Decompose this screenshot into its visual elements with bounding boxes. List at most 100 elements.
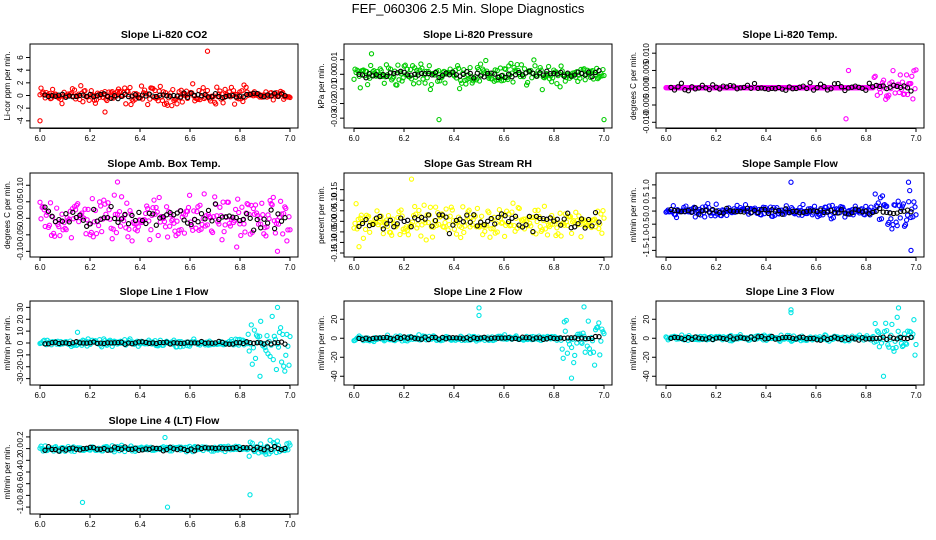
outlier-point — [162, 434, 168, 441]
data-point-black — [356, 71, 362, 77]
data-point — [271, 333, 277, 339]
data-point-black — [66, 219, 72, 225]
data-point-black — [558, 69, 564, 76]
data-point-black — [70, 209, 76, 215]
data-point-black — [415, 336, 421, 342]
data-point — [767, 204, 774, 210]
data-point — [510, 200, 516, 206]
data-point — [110, 226, 116, 232]
data-point — [57, 232, 63, 239]
data-point-black — [699, 82, 705, 88]
data-point-black — [70, 94, 76, 100]
data-point — [231, 101, 238, 107]
data-point — [567, 213, 574, 220]
data-point — [267, 197, 273, 204]
data-point — [800, 201, 806, 208]
data-point — [571, 359, 577, 366]
y-tick-label: 0 — [16, 93, 25, 98]
data-point — [263, 233, 269, 239]
data-point — [562, 211, 568, 217]
data-point-black — [405, 72, 411, 78]
data-point-black — [512, 72, 519, 78]
data-point — [277, 325, 284, 331]
data-point-black — [136, 339, 142, 345]
data-point-black — [202, 91, 208, 98]
data-point — [264, 333, 270, 339]
x-tick-label: 6.4 — [134, 134, 146, 143]
data-point-black — [282, 445, 288, 452]
data-point — [185, 204, 192, 211]
data-point-black — [94, 446, 100, 452]
data-point — [96, 199, 103, 205]
data-point-black — [492, 71, 498, 77]
data-point — [286, 362, 292, 368]
x-tick-label: 6.0 — [34, 263, 46, 272]
data-point-black — [366, 336, 373, 342]
data-point-black — [80, 217, 86, 223]
data-point-black — [863, 208, 869, 214]
x-tick-label: 6.0 — [34, 134, 46, 143]
data-point-black — [271, 225, 278, 232]
data-point — [400, 75, 406, 81]
data-point — [287, 227, 293, 233]
y-tick-label: -0.03 — [330, 108, 339, 127]
data-point-black — [758, 333, 765, 340]
data-point — [236, 209, 242, 216]
data-point-black — [439, 72, 446, 78]
data-point-black — [554, 216, 560, 222]
data-point — [270, 356, 276, 363]
data-point-black — [412, 71, 418, 78]
data-point-black — [838, 207, 845, 213]
x-tick-label: 7.0 — [910, 134, 922, 143]
data-point — [496, 207, 503, 213]
data-point-black — [80, 340, 86, 346]
data-point-black — [582, 72, 588, 78]
y-tick-label: 10 — [16, 326, 25, 335]
y-tick-label: -2 — [16, 104, 25, 112]
outlier-point — [356, 244, 362, 250]
data-point-black — [589, 223, 595, 229]
data-point-black — [807, 208, 813, 214]
data-point — [713, 201, 719, 207]
data-point — [894, 314, 900, 320]
data-point-black — [547, 334, 553, 341]
data-point-black — [164, 446, 170, 453]
data-point-black — [699, 336, 705, 342]
data-point-black — [596, 219, 602, 225]
data-point-black — [446, 230, 453, 237]
data-point-black — [125, 340, 132, 346]
data-point — [509, 209, 515, 215]
data-point-black — [880, 334, 886, 340]
data-point-black — [807, 335, 813, 342]
data-point — [913, 67, 919, 73]
outlier-point — [476, 305, 482, 311]
data-point-black — [561, 335, 567, 341]
data-point-black — [240, 216, 246, 223]
data-point-black — [42, 204, 48, 210]
data-point-black — [432, 69, 439, 76]
data-point-black — [45, 444, 52, 450]
data-point — [78, 83, 84, 89]
data-point — [401, 63, 407, 69]
data-point-black — [143, 220, 149, 227]
data-point — [559, 346, 565, 352]
data-point-black — [821, 83, 827, 90]
y-tick-label: 0.00 — [16, 210, 25, 226]
x-tick-label: 6.6 — [498, 263, 510, 272]
data-point-black — [554, 335, 560, 342]
panel-5: Slope Gas Stream RH 6.0 6.2 6.4 6.6 6.8 7.0 -0.… — [317, 158, 613, 272]
outlier-point — [368, 51, 375, 57]
panel-title: Slope Li-820 CO2 — [121, 29, 208, 41]
data-point — [252, 355, 259, 362]
data-point-black — [856, 337, 862, 343]
x-tick-label: 6.6 — [810, 263, 822, 272]
y-tick-label: 0 — [330, 335, 339, 340]
x-tick-label: 6.2 — [84, 520, 96, 529]
data-point — [913, 212, 919, 218]
data-point — [432, 204, 439, 210]
data-point — [70, 216, 77, 222]
data-point-black — [776, 207, 782, 214]
data-point — [245, 331, 251, 337]
x-tick-label: 6.8 — [860, 134, 872, 143]
